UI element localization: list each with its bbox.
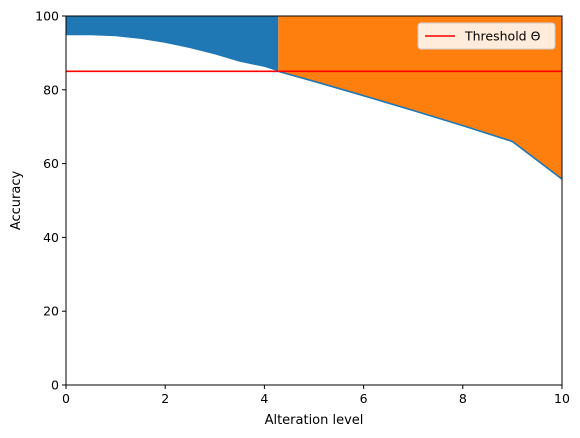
x-tick-label: 10 (554, 391, 570, 406)
legend: Threshold Θ (417, 22, 556, 50)
y-axis-ticks: 0 20 40 60 80 100 (35, 9, 66, 393)
x-tick-label: 0 (62, 391, 70, 406)
legend-box (417, 22, 556, 50)
x-tick-label: 4 (260, 391, 268, 406)
y-tick-label: 40 (43, 230, 59, 245)
y-tick-label: 60 (43, 156, 59, 171)
axes-frame (65, 15, 563, 386)
fill-before-threshold (66, 16, 279, 72)
plot-fills (66, 16, 562, 180)
fill-after-threshold (278, 16, 562, 180)
x-tick-label: 2 (161, 391, 169, 406)
x-axis-label: Alteration level (265, 413, 364, 428)
accuracy-curve (278, 70, 563, 180)
y-tick-label: 80 (43, 82, 59, 97)
x-axis-ticks: 0 2 4 6 8 10 (62, 385, 570, 406)
y-tick-label: 20 (43, 304, 59, 319)
x-tick-label: 8 (459, 391, 467, 406)
y-tick-label: 0 (51, 378, 59, 393)
y-axis-label: Accuracy (9, 171, 24, 231)
x-tick-label: 6 (360, 391, 368, 406)
y-tick-label: 100 (35, 9, 59, 24)
plot-lines (66, 70, 563, 180)
legend-threshold-label: Threshold Θ (464, 29, 541, 44)
